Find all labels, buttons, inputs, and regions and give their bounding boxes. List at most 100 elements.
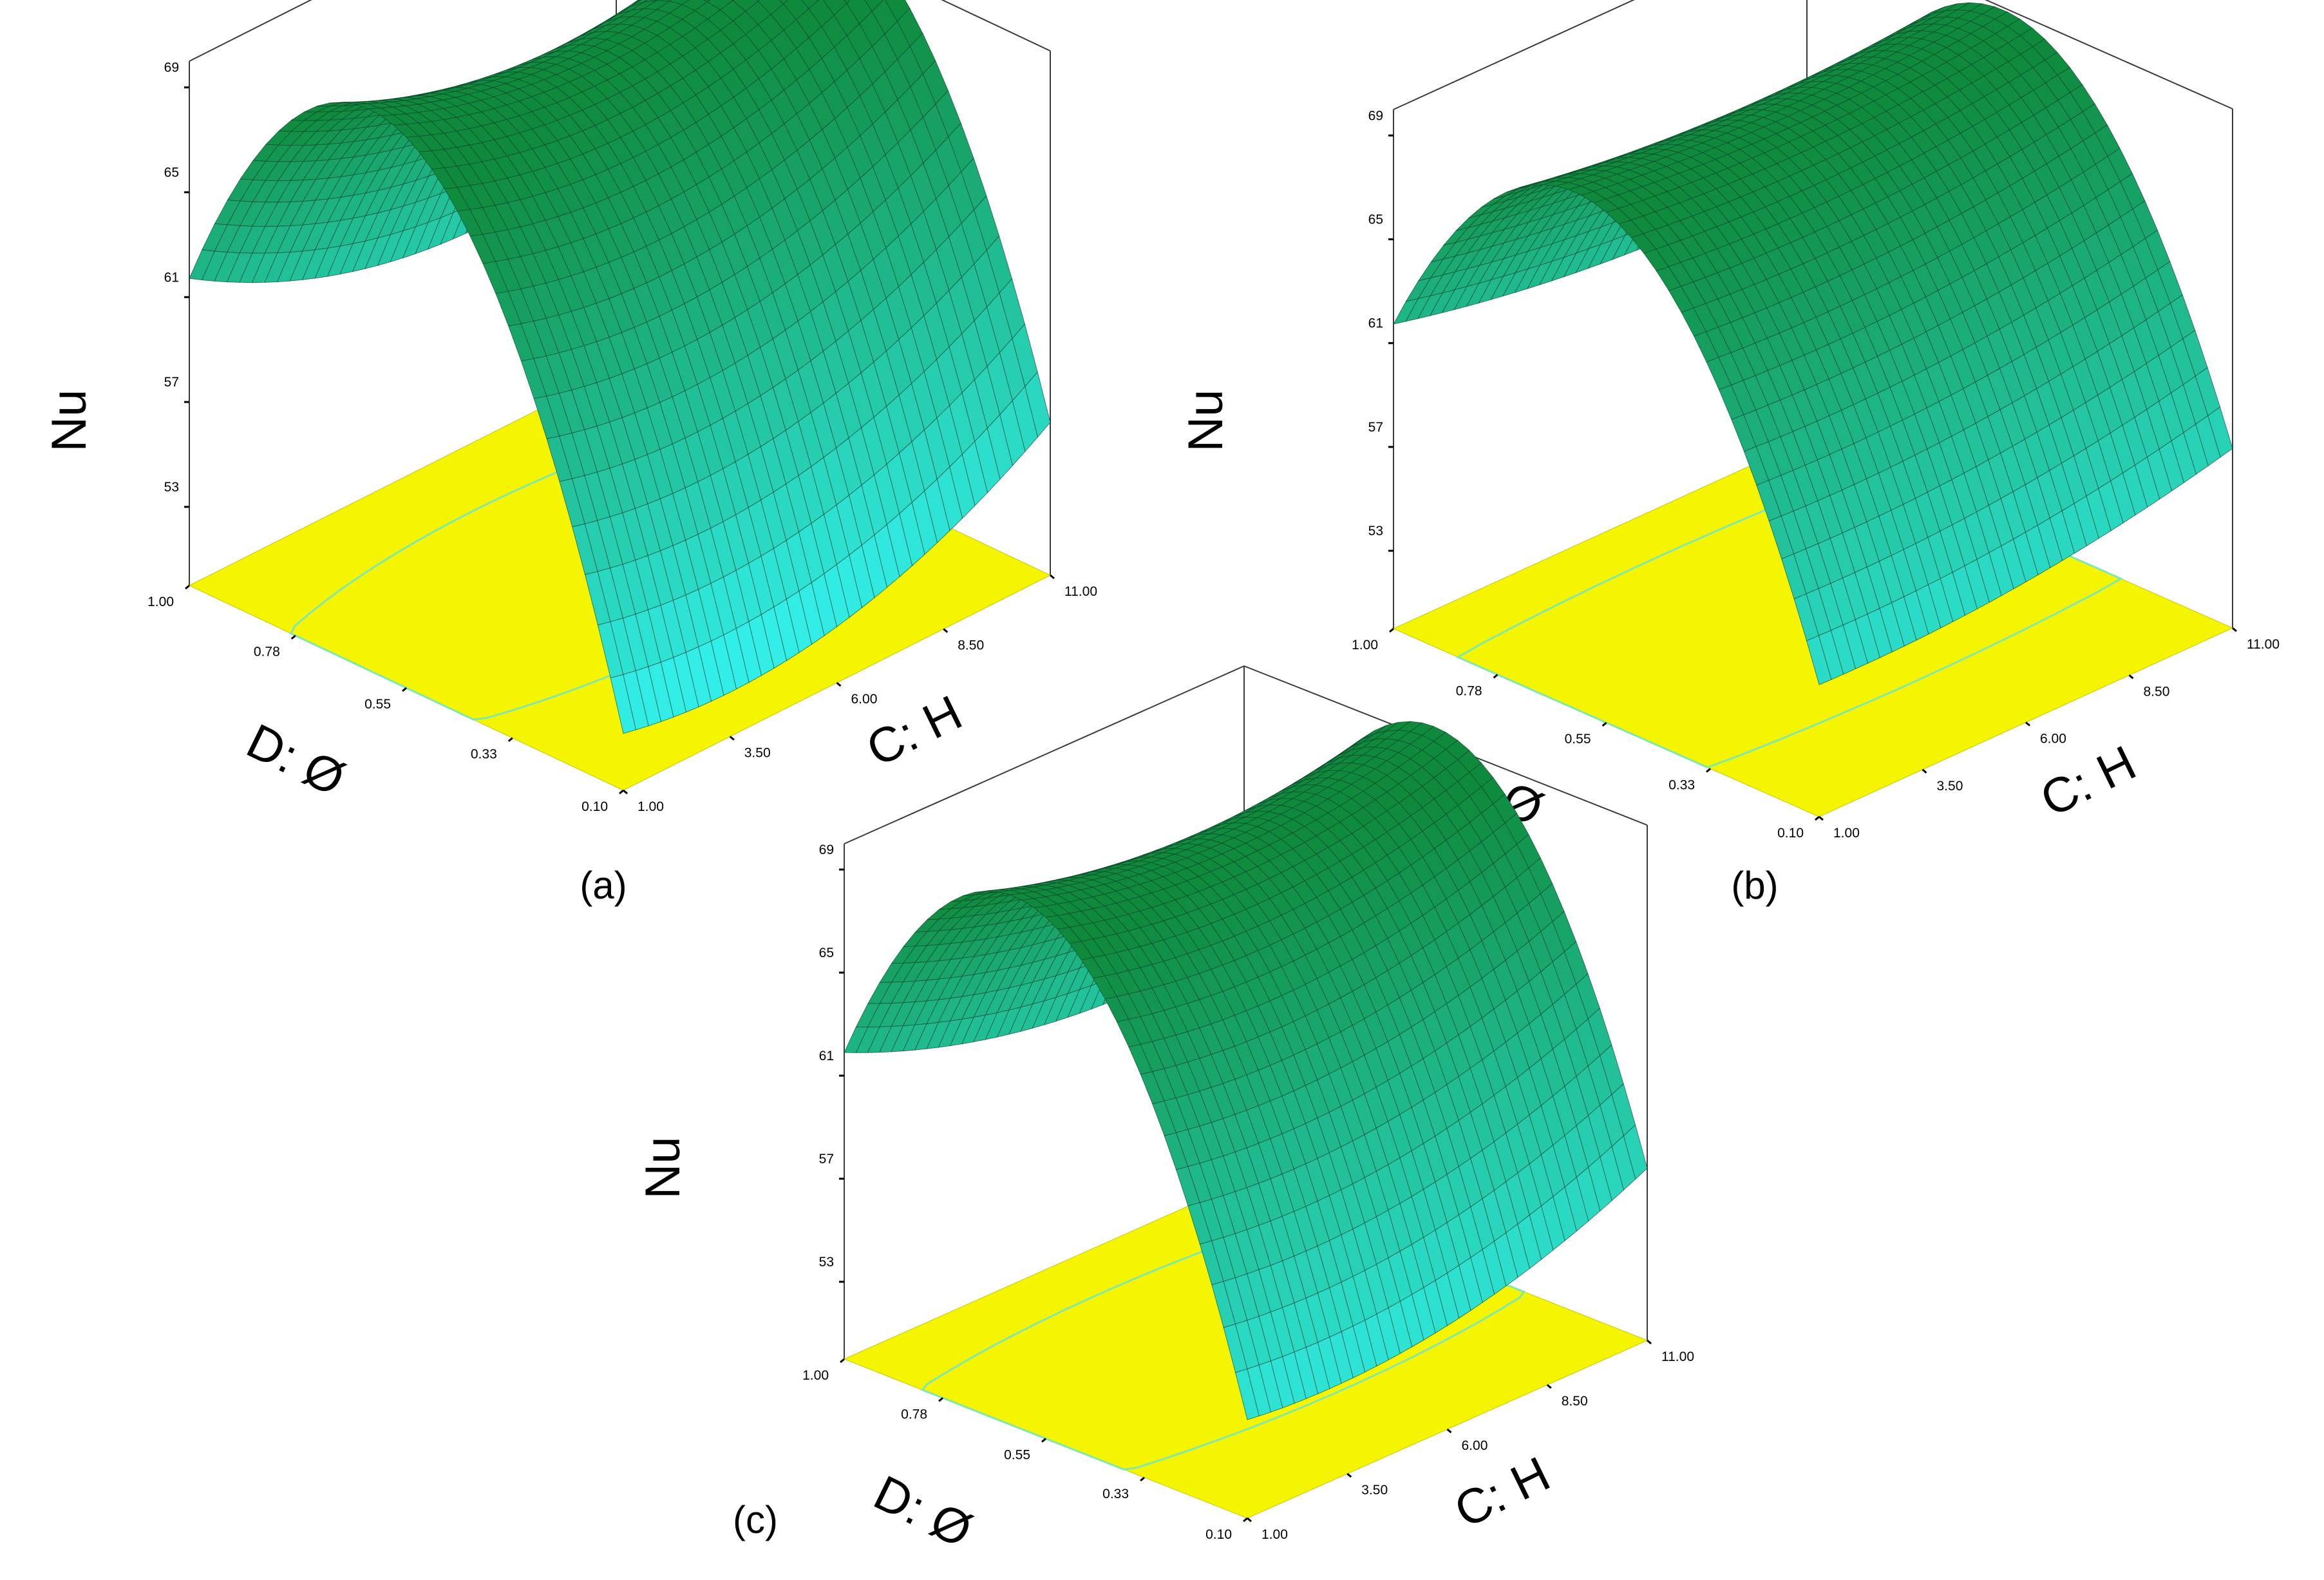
- response-surface: [189, 0, 1051, 734]
- x-tick-label: 6.00: [851, 692, 878, 707]
- surface-cell: [1806, 635, 1832, 685]
- x-axis-title: C: H: [2032, 736, 2144, 828]
- x-axis-title: C: H: [1446, 1447, 1558, 1539]
- y-axis-title: D: Ø: [238, 714, 353, 807]
- y-tick-label: 0.55: [1004, 1448, 1030, 1463]
- z-tick-label: 69: [1368, 108, 1383, 123]
- x-tick-mark: [2232, 627, 2237, 633]
- y-tick-mark: [290, 634, 296, 640]
- x-tick-label: 1.00: [1833, 826, 1860, 841]
- y-tick-mark: [1041, 1438, 1046, 1443]
- y-tick-label: 0.33: [1668, 777, 1695, 792]
- y-tick-mark: [840, 1358, 845, 1364]
- x-tick-label: 1.00: [638, 799, 664, 814]
- y-tick-label: 0.78: [254, 645, 280, 660]
- x-tick-label: 3.50: [744, 746, 771, 761]
- x-tick-label: 8.50: [1562, 1394, 1588, 1409]
- top-back-edge-left: [1393, 0, 1635, 110]
- z-tick-label: 65: [1368, 213, 1383, 227]
- y-tick-mark: [402, 687, 407, 692]
- y-tick-mark: [938, 1397, 943, 1402]
- surface-cell: [610, 674, 636, 734]
- surface-plot-a: 53 57 61 65 69 0.10 0.33 0.55 0.78 1.00 1.00 3.50 6.…: [42, 0, 1097, 907]
- x-tick-mark: [1247, 1517, 1252, 1523]
- z-axis-title: Nu: [636, 1136, 690, 1199]
- y-tick-mark: [185, 584, 190, 590]
- y-tick-label: 0.55: [364, 697, 391, 712]
- panel-label: (b): [1731, 864, 1778, 907]
- x-tick-label: 3.50: [1361, 1483, 1388, 1498]
- y-tick-label: 0.78: [1456, 683, 1482, 698]
- x-tick-mark: [1647, 1339, 1652, 1345]
- top-back-edge-left: [189, 0, 312, 62]
- y-tick-label: 0.33: [1102, 1487, 1129, 1501]
- z-tick-label: 69: [819, 842, 834, 857]
- y-tick-label: 1.00: [147, 595, 174, 609]
- y-tick-label: 1.00: [802, 1368, 829, 1383]
- x-tick-mark: [2128, 674, 2134, 680]
- y-axis-title: D: Ø: [865, 1465, 980, 1559]
- panel-label: (c): [733, 1498, 778, 1541]
- x-tick-label: 8.50: [2144, 684, 2170, 699]
- x-tick-mark: [1819, 815, 1824, 821]
- x-tick-mark: [729, 736, 735, 741]
- y-tick-mark: [1815, 815, 1820, 821]
- y-tick-mark: [1243, 1517, 1248, 1523]
- x-tick-mark: [1346, 1472, 1352, 1478]
- z-tick-label: 65: [819, 946, 834, 960]
- y-tick-mark: [1389, 627, 1394, 633]
- z-tick-label: 53: [164, 480, 179, 495]
- x-tick-mark: [1546, 1384, 1552, 1389]
- y-tick-label: 1.00: [1352, 638, 1378, 652]
- x-tick-label: 11.00: [1661, 1349, 1694, 1364]
- x-tick-label: 11.00: [1064, 584, 1097, 599]
- z-tick-label: 53: [1368, 524, 1383, 538]
- x-tick-mark: [1050, 574, 1055, 580]
- x-tick-mark: [2025, 721, 2030, 727]
- y-tick-mark: [1140, 1476, 1145, 1482]
- z-tick-label: 65: [164, 166, 179, 180]
- x-tick-label: 8.50: [958, 638, 984, 653]
- z-axis-title: Nu: [1178, 389, 1233, 452]
- y-tick-label: 0.78: [901, 1407, 927, 1422]
- y-tick-mark: [1706, 768, 1712, 773]
- y-tick-label: 0.10: [581, 799, 608, 814]
- surface-cell: [1235, 1368, 1260, 1420]
- panel-label: (a): [580, 864, 627, 907]
- y-tick-label: 0.10: [1205, 1527, 1232, 1542]
- x-tick-mark: [836, 681, 842, 687]
- x-tick-label: 6.00: [2040, 732, 2066, 747]
- y-tick-label: 0.33: [471, 747, 497, 762]
- response-surface: [844, 721, 1648, 1420]
- y-tick-label: 0.55: [1565, 732, 1591, 747]
- x-tick-mark: [623, 789, 628, 795]
- surface-cell: [844, 0, 851, 5]
- response-surface: [1393, 2, 2233, 685]
- x-tick-label: 1.00: [1261, 1527, 1288, 1542]
- z-tick-label: 57: [1368, 420, 1383, 435]
- x-tick-mark: [943, 628, 949, 633]
- z-tick-label: 57: [819, 1152, 834, 1166]
- z-tick-label: 69: [164, 61, 179, 75]
- z-axis-title: Nu: [42, 389, 97, 452]
- x-tick-label: 6.00: [1462, 1438, 1488, 1453]
- x-tick-mark: [1446, 1428, 1452, 1434]
- y-tick-mark: [1601, 721, 1607, 727]
- z-tick-label: 61: [164, 270, 179, 285]
- y-tick-label: 0.10: [1777, 826, 1804, 841]
- y-tick-mark: [619, 789, 624, 795]
- z-tick-label: 57: [164, 375, 179, 390]
- z-tick-label: 53: [819, 1255, 834, 1270]
- z-tick-label: 61: [819, 1049, 834, 1063]
- z-tick-label: 61: [1368, 316, 1383, 331]
- top-back-edge-right: [941, 0, 1051, 52]
- top-back-edge-right: [1984, 0, 2233, 109]
- y-tick-mark: [507, 737, 513, 742]
- x-tick-label: 11.00: [2247, 637, 2280, 652]
- x-tick-label: 3.50: [1937, 779, 1963, 794]
- y-tick-mark: [1493, 674, 1498, 679]
- x-tick-mark: [1922, 768, 1927, 774]
- top-back-edge-left: [844, 665, 1245, 844]
- surface-cell: [779, 0, 789, 5]
